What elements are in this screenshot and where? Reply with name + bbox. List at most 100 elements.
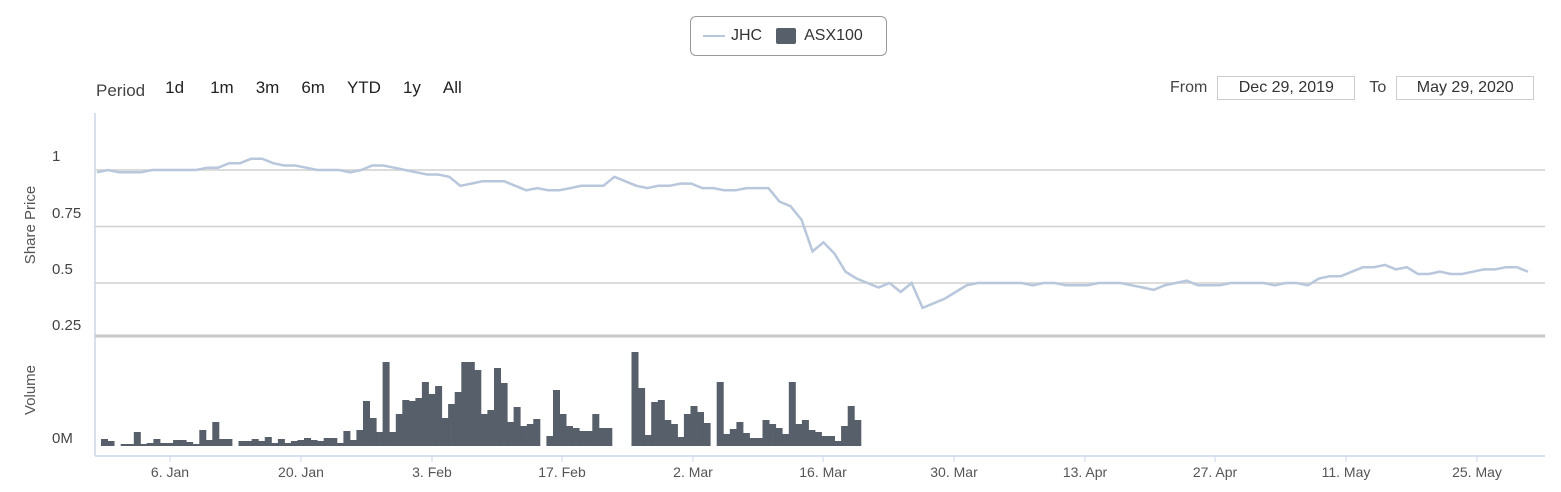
volume-bar[interactable]: [192, 444, 200, 446]
volume-bar[interactable]: [186, 442, 194, 446]
period-button-ytd[interactable]: YTD: [346, 78, 381, 97]
volume-bar[interactable]: [238, 441, 246, 446]
volume-bar[interactable]: [644, 435, 652, 446]
volume-bar[interactable]: [854, 420, 862, 446]
volume-bar[interactable]: [264, 437, 272, 446]
to-date-input[interactable]: May 29, 2020: [1396, 76, 1535, 100]
volume-bar[interactable]: [277, 439, 285, 446]
volume-bar[interactable]: [448, 404, 456, 446]
volume-bar[interactable]: [297, 440, 305, 446]
volume-bar[interactable]: [736, 422, 744, 446]
volume-bar[interactable]: [408, 401, 416, 446]
volume-bar[interactable]: [212, 422, 220, 446]
volume-bar[interactable]: [454, 392, 462, 446]
volume-bar[interactable]: [441, 418, 449, 446]
volume-bar[interactable]: [769, 424, 777, 446]
volume-bar[interactable]: [670, 424, 678, 446]
volume-bar[interactable]: [376, 432, 384, 446]
volume-bar[interactable]: [363, 401, 370, 446]
volume-bar[interactable]: [585, 431, 593, 446]
volume-bar[interactable]: [526, 424, 534, 446]
volume-bar[interactable]: [814, 432, 822, 446]
volume-bar[interactable]: [101, 439, 108, 446]
volume-bar[interactable]: [428, 394, 436, 446]
volume-bar[interactable]: [127, 444, 135, 446]
volume-bar[interactable]: [716, 382, 724, 446]
volume-bar[interactable]: [513, 407, 521, 446]
volume-bar[interactable]: [218, 439, 226, 446]
volume-bar[interactable]: [592, 414, 600, 446]
volume-bar[interactable]: [598, 428, 606, 446]
period-button-1d[interactable]: 1d: [165, 78, 185, 97]
volume-bar[interactable]: [323, 438, 331, 446]
volume-bar[interactable]: [683, 414, 691, 446]
volume-bar[interactable]: [762, 420, 770, 446]
volume-bar[interactable]: [775, 428, 783, 446]
volume-bar[interactable]: [146, 443, 154, 446]
volume-bar[interactable]: [349, 440, 357, 446]
volume-bar[interactable]: [474, 370, 482, 446]
legend-item-jhc[interactable]: JHC: [703, 27, 762, 45]
volume-bar[interactable]: [729, 429, 737, 446]
volume-bar[interactable]: [290, 441, 298, 446]
legend-item-asx100[interactable]: ASX100: [776, 27, 863, 45]
volume-bar[interactable]: [179, 440, 187, 446]
volume-bar[interactable]: [657, 400, 665, 446]
volume-bar[interactable]: [579, 431, 587, 446]
volume-bar[interactable]: [559, 414, 567, 446]
volume-bar[interactable]: [788, 382, 796, 446]
volume-bar[interactable]: [140, 444, 148, 446]
volume-bar[interactable]: [461, 362, 469, 446]
volume-bar[interactable]: [828, 436, 835, 446]
volume-bar[interactable]: [435, 386, 443, 446]
period-button-6m[interactable]: 6m: [301, 78, 325, 97]
volume-bar[interactable]: [507, 422, 515, 446]
volume-bar[interactable]: [742, 433, 750, 446]
volume-bar[interactable]: [245, 441, 253, 446]
volume-bar[interactable]: [330, 438, 338, 446]
volume-bar[interactable]: [284, 443, 292, 446]
volume-bar[interactable]: [723, 434, 731, 446]
volume-bar[interactable]: [605, 428, 613, 446]
volume-bar[interactable]: [500, 383, 508, 446]
volume-bar[interactable]: [173, 440, 181, 446]
volume-bar[interactable]: [572, 428, 580, 446]
volume-bar[interactable]: [795, 424, 803, 446]
volume-bar[interactable]: [205, 440, 213, 446]
period-button-all[interactable]: All: [442, 78, 462, 97]
volume-bar[interactable]: [520, 426, 528, 446]
volume-bar[interactable]: [421, 382, 429, 446]
volume-bar[interactable]: [533, 419, 541, 446]
volume-bar[interactable]: [258, 441, 266, 446]
volume-bar[interactable]: [389, 432, 397, 446]
volume-bar[interactable]: [703, 423, 711, 446]
volume-bar[interactable]: [480, 414, 488, 446]
volume-bar[interactable]: [271, 443, 279, 446]
volume-bar[interactable]: [251, 439, 259, 446]
volume-bar[interactable]: [382, 362, 390, 446]
period-button-1y[interactable]: 1y: [402, 78, 421, 97]
volume-bar[interactable]: [487, 410, 495, 446]
volume-bar[interactable]: [133, 432, 141, 446]
period-button-1m[interactable]: 1m: [210, 78, 234, 97]
volume-bar[interactable]: [343, 431, 351, 446]
volume-bar[interactable]: [166, 443, 174, 446]
volume-bar[interactable]: [467, 362, 475, 446]
volume-bar[interactable]: [834, 441, 842, 446]
volume-bar[interactable]: [841, 426, 849, 446]
volume-bar[interactable]: [651, 402, 659, 446]
volume-bar[interactable]: [395, 414, 403, 446]
volume-bar[interactable]: [756, 438, 763, 446]
from-date-input[interactable]: Dec 29, 2019: [1217, 76, 1356, 100]
volume-bar[interactable]: [402, 400, 410, 446]
volume-bar[interactable]: [494, 368, 501, 446]
volume-bar[interactable]: [638, 388, 646, 446]
volume-bar[interactable]: [801, 420, 809, 446]
volume-bar[interactable]: [664, 420, 672, 446]
volume-bar[interactable]: [225, 439, 233, 446]
volume-bar[interactable]: [677, 437, 685, 446]
volume-bar[interactable]: [808, 430, 816, 446]
volume-bar[interactable]: [749, 438, 757, 446]
volume-bar[interactable]: [310, 440, 318, 446]
volume-bar[interactable]: [107, 441, 115, 446]
